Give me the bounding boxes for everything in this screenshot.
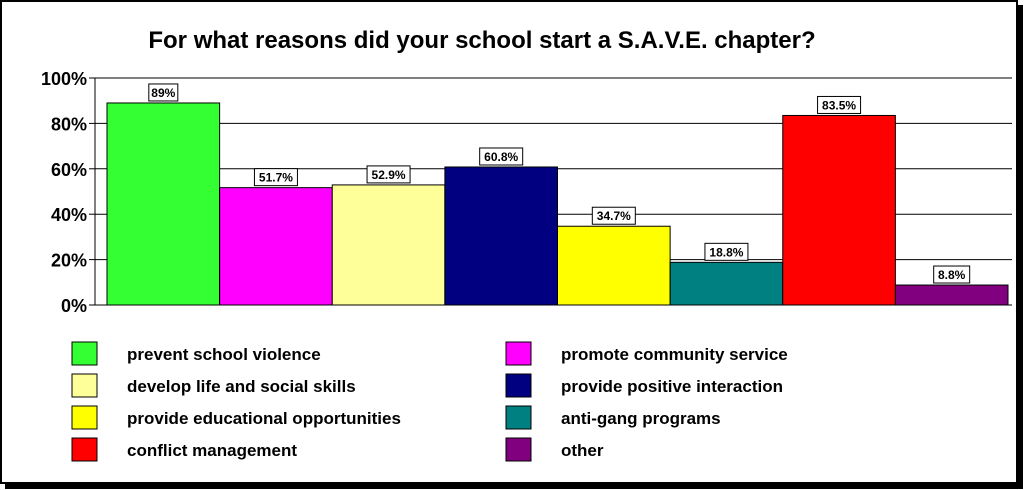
- legend-swatch: [71, 437, 98, 462]
- legend-swatch: [71, 405, 98, 430]
- y-tick-label: 20%: [51, 251, 87, 271]
- y-tick-label: 60%: [51, 160, 87, 180]
- legend-swatch: [71, 373, 98, 398]
- bar: [894, 284, 1009, 306]
- y-tick-label: 100%: [41, 69, 87, 89]
- data-label-box: [704, 242, 749, 261]
- legend-label: promote community service: [561, 345, 788, 364]
- legend: prevent school violence promote community…: [71, 341, 788, 462]
- y-tick-label: 80%: [51, 114, 87, 134]
- data-label-box: [817, 95, 862, 114]
- data-label-box: [933, 265, 971, 284]
- legend-swatch: [505, 373, 532, 398]
- data-label: 52.9%: [372, 168, 406, 182]
- bar: [557, 225, 671, 306]
- legend-swatch: [71, 341, 98, 366]
- bar: [444, 166, 558, 306]
- data-label: 51.7%: [259, 171, 293, 185]
- data-label-box: [591, 206, 636, 225]
- data-labels: 89% 51.7% 52.9% 60.8% 34.7% 18.8% 83.5% 8.8%: [148, 83, 971, 284]
- bar: [331, 184, 446, 306]
- data-label: 60.8%: [484, 150, 518, 164]
- legend-label: anti-gang programs: [561, 409, 721, 428]
- bar: [782, 114, 896, 306]
- bars: [106, 102, 1009, 306]
- data-label-box: [148, 83, 179, 102]
- y-tick-label: 40%: [51, 205, 87, 225]
- legend-label: provide positive interaction: [561, 377, 783, 396]
- data-label: 89%: [151, 86, 175, 100]
- legend-label: other: [561, 441, 604, 460]
- legend-swatch: [505, 405, 532, 430]
- y-tick-label: 0%: [61, 296, 87, 316]
- legend-swatch: [505, 437, 532, 462]
- bar: [669, 261, 784, 306]
- legend-label: provide educational opportunities: [127, 409, 401, 428]
- bar: [106, 102, 221, 306]
- legend-label: conflict management: [127, 441, 297, 460]
- data-label-box: [366, 165, 411, 184]
- data-label-box: [253, 168, 298, 187]
- legend-label: develop life and social skills: [127, 377, 356, 396]
- legend-swatch: [505, 341, 532, 366]
- chart-title: For what reasons did your school start a…: [148, 27, 815, 54]
- y-axis: 0% 20% 40% 60% 80% 100%: [41, 69, 96, 316]
- data-label: 83.5%: [822, 98, 856, 112]
- bar: [219, 187, 333, 306]
- data-label-box: [479, 147, 524, 166]
- data-label: 34.7%: [597, 209, 631, 223]
- bar-chart: For what reasons did your school start a…: [41, 27, 1012, 462]
- legend-label: prevent school violence: [127, 345, 321, 364]
- data-label: 8.8%: [938, 268, 966, 282]
- data-label: 18.8%: [709, 245, 743, 259]
